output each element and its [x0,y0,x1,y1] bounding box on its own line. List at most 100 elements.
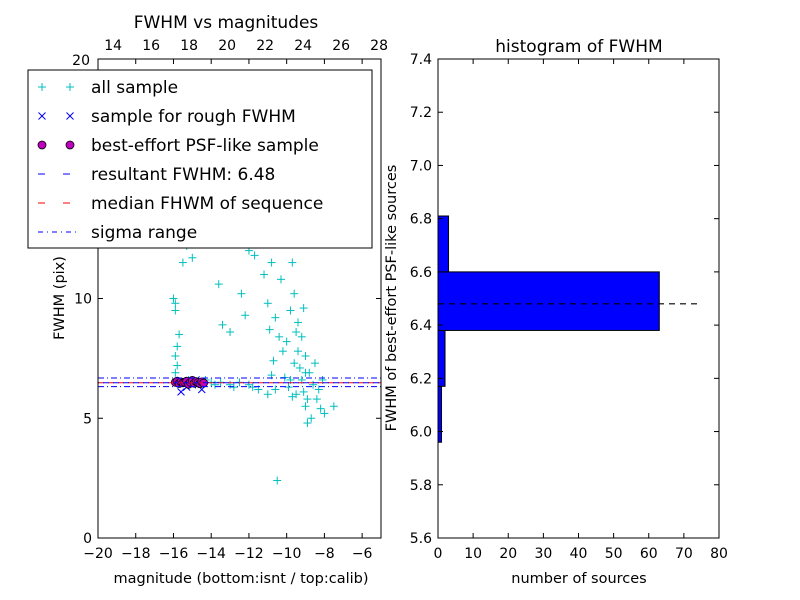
all-sample-point [299,304,308,313]
all-sample-point [293,318,302,327]
legend-entry: sample for rough FWHM [38,107,296,127]
legend-box [27,69,373,249]
all-sample-point [320,409,329,418]
scatter-y-label: FWHM (pix) [52,256,68,340]
legend-entry: sigma range [38,223,197,243]
histogram-x-axis: 0 10 20 30 40 50 60 70 80 [434,59,728,562]
histogram-bar [437,271,660,331]
all-sample-point [214,280,223,289]
legend-entry: all sample [38,78,178,98]
y-tick-label: 5.6 [410,531,432,547]
all-sample-point [226,328,235,337]
scatter-bottom-axis: −20 −18 −16 −14 −12 −10 −8 −6 [83,59,373,562]
x-tick-label: 60 [640,546,658,562]
y-tick-label: 7.4 [410,52,432,68]
y-tick-label: 7.0 [410,158,432,174]
legend-marker [66,83,74,91]
all-sample-point [288,392,297,401]
x-tick-label: −18 [121,546,151,562]
all-sample-point [277,275,286,284]
all-sample-point [271,385,280,394]
legend-marker [38,112,46,120]
legend-entry: resultant FWHM: 6.48 [38,165,275,185]
histogram-bar [437,385,443,443]
legend-label: all sample [91,78,178,98]
y-tick-label: 6.0 [410,425,432,441]
legend-marker [65,140,75,150]
y-tick-label: 6.4 [410,318,432,334]
all-sample-point [260,270,269,279]
all-sample-point [173,361,182,370]
all-sample-point [303,395,312,404]
all-sample-point [301,402,310,411]
all-sample-point [178,258,187,267]
scatter-plot-area [98,222,381,485]
all-sample-point [282,337,291,346]
all-sample-point [286,306,295,315]
x-tick-label: −6 [352,546,373,562]
all-sample-point [271,313,280,322]
all-sample-point [301,368,310,377]
y-tick-label: 0 [83,531,92,547]
top-tick-label: 28 [370,38,388,54]
y-tick-label: 7.2 [410,105,432,121]
scatter-y-axis: 0 5 10 [74,292,381,547]
x-tick-label: 50 [605,546,623,562]
histogram-panel: histogram of FWHM 0 10 20 30 40 50 60 70 80 5.65… [384,37,728,587]
scatter-legend: all sample sample for rough FWHM best-effo… [27,69,373,249]
legend-marker [66,112,74,120]
scatter-title: FWHM vs magnitudes [134,13,319,33]
histogram-y-label: FWHM of best-effort PSF-like sources [384,165,400,432]
scatter-x-label: magnitude (bottom:isnt / top:calib) [113,571,368,587]
all-sample-point [173,342,182,351]
y-tick-label: 5.8 [410,478,432,494]
x-tick-label: 80 [710,546,728,562]
all-sample-point [218,320,227,329]
all-sample-point [171,351,180,360]
all-sample-point [263,390,272,399]
all-sample-point [250,251,259,260]
histogram-x-label: number of sources [511,571,647,587]
x-tick-label: 40 [570,546,588,562]
y-tick-label: 6.6 [410,265,432,281]
histogram-title: histogram of FWHM [495,37,662,57]
all-sample-point [303,419,312,428]
x-tick-label: −14 [196,546,226,562]
scatter-top-corner-label: 20 [72,53,90,69]
legend-label: best-effort PSF-like sample [91,136,319,156]
all-sample-point [269,356,278,365]
all-sample-point [241,311,250,320]
all-sample-point [171,299,180,308]
all-sample-point [237,289,246,298]
all-sample-point [309,380,318,389]
legend-entry: median FHWM of sequence [38,194,323,214]
all-sample-point [297,332,306,341]
all-sample-point [210,380,219,389]
x-tick-label: −10 [272,546,302,562]
all-sample-point [295,363,304,372]
all-sample-point [263,299,272,308]
top-tick-label: 14 [104,38,122,54]
x-tick-label: 70 [675,546,693,562]
all-sample-point [175,330,184,339]
legend-marker [38,83,46,91]
all-sample-point [307,414,316,423]
all-sample-point [288,258,297,267]
all-sample-point [169,294,178,303]
all-sample-point [293,347,302,356]
y-tick-label: 10 [74,292,92,308]
y-tick-label: 6.2 [410,371,432,387]
legend-label: median FHWM of sequence [91,194,323,214]
all-sample-point [329,402,338,411]
x-tick-label: −16 [159,546,189,562]
scatter-panel: FWHM vs magnitudes 20 −20 −18 −16 −14 −12 −10… [27,13,388,587]
y-tick-label: 6.8 [410,212,432,228]
rough-fwhm-point [177,388,185,396]
all-sample-point [188,253,197,262]
legend-entry: best-effort PSF-like sample [37,136,319,156]
legend-label: sigma range [91,223,197,243]
x-tick-label: 20 [499,546,517,562]
x-tick-label: −20 [83,546,113,562]
histogram-plot-area [437,215,698,443]
